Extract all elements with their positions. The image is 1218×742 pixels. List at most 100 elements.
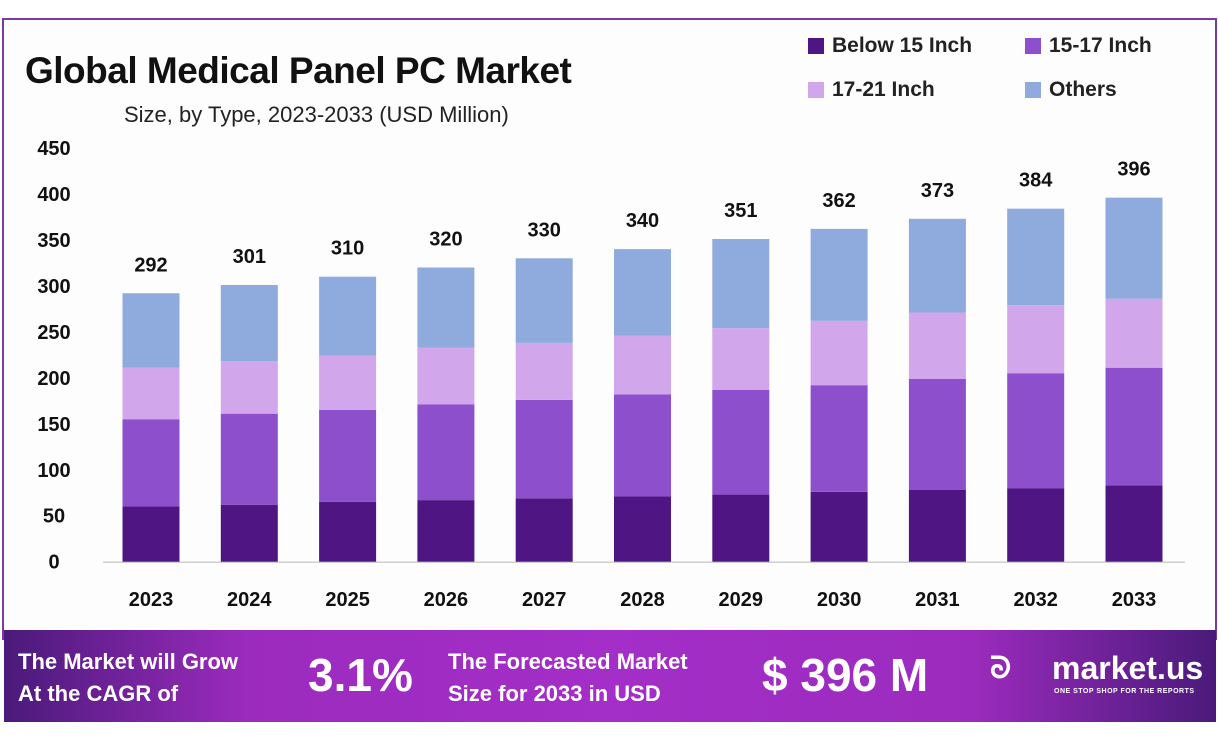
- total-data-label: 373: [921, 180, 954, 202]
- bar-segment-others: [614, 249, 671, 336]
- bar-segment-others: [220, 284, 278, 362]
- bar-segment-17-21-inch: [122, 367, 180, 420]
- y-tick-label: 350: [37, 230, 70, 252]
- bar-segment-below-15-inch: [1007, 488, 1065, 562]
- x-tick-label: 2029: [719, 589, 764, 611]
- total-data-label: 330: [528, 219, 561, 241]
- total-data-label: 320: [429, 229, 462, 251]
- cagr-value: 3.1%: [308, 649, 413, 701]
- cagr-label-line2: At the CAGR of: [18, 681, 179, 706]
- legend-item-others: Others: [1025, 78, 1117, 102]
- bar-segment-15-17-inch: [1007, 373, 1065, 489]
- bar-segment-17-21-inch: [220, 361, 278, 414]
- bar-segment-15-17-inch: [515, 399, 573, 499]
- y-tick-label: 150: [37, 414, 70, 436]
- bar-segment-others: [712, 239, 770, 329]
- bar-segment-15-17-inch: [417, 404, 475, 501]
- logo-name: market.us: [1052, 650, 1204, 686]
- bar-segment-15-17-inch: [712, 389, 770, 495]
- cagr-label-line1: The Market will Grow: [18, 649, 239, 674]
- bar-segment-15-17-inch: [220, 413, 278, 505]
- bar-segment-others: [1007, 208, 1065, 306]
- bar-segment-15-17-inch: [810, 385, 868, 492]
- bar-segment-below-15-inch: [908, 489, 966, 562]
- bar-segment-15-17-inch: [319, 410, 377, 502]
- x-tick-label: 2023: [129, 589, 174, 611]
- x-tick-label: 2025: [325, 589, 370, 611]
- chart-title: Global Medical Panel PC Market: [25, 50, 572, 91]
- bar-segment-17-21-inch: [810, 320, 868, 386]
- x-tick-label: 2032: [1013, 589, 1058, 611]
- legend-swatch: [1025, 82, 1041, 98]
- bar-segment-17-21-inch: [417, 347, 475, 405]
- total-data-label: 396: [1117, 159, 1150, 181]
- bar-segment-17-21-inch: [319, 355, 377, 411]
- bar-segment-17-21-inch: [1007, 305, 1065, 374]
- x-tick-label: 2033: [1112, 589, 1157, 611]
- bar-segment-17-21-inch: [908, 312, 966, 379]
- y-tick-label: 50: [43, 506, 65, 528]
- bar-segment-others: [515, 258, 573, 343]
- legend-label: Below 15 Inch: [832, 34, 973, 57]
- bar-segment-15-17-inch: [1105, 367, 1163, 486]
- x-tick-label: 2028: [620, 589, 665, 611]
- cagr-label: The Market will Grow At the CAGR of: [18, 646, 238, 710]
- bar-segment-others: [417, 267, 475, 348]
- legend-item-below-15: Below 15 Inch: [808, 34, 972, 58]
- legend-label: 15-17 Inch: [1049, 34, 1152, 57]
- bar-segment-below-15-inch: [417, 500, 475, 562]
- bar-segment-15-17-inch: [122, 419, 180, 507]
- x-tick-label: 2027: [522, 589, 567, 611]
- y-tick-label: 450: [37, 138, 70, 160]
- bar-segment-below-15-inch: [810, 491, 868, 562]
- forecast-label: The Forecasted Market Size for 2033 in US…: [448, 646, 688, 710]
- x-tick-label: 2026: [424, 589, 469, 611]
- chart-subtitle: Size, by Type, 2023-2033 (USD Million): [124, 102, 509, 127]
- legend-item-17-21: 17-21 Inch: [808, 78, 935, 102]
- forecast-value: $ 396 M: [762, 649, 929, 701]
- bar-segment-below-15-inch: [1105, 485, 1163, 562]
- bar-segment-others: [319, 276, 377, 356]
- legend-label: Others: [1049, 78, 1117, 101]
- forecast-label-line1: The Forecasted Market: [448, 649, 688, 674]
- bar-segment-below-15-inch: [122, 506, 180, 562]
- total-data-label: 384: [1019, 170, 1053, 192]
- legend-swatch: [808, 82, 824, 98]
- bar-segment-17-21-inch: [614, 335, 671, 395]
- total-data-label: 301: [233, 246, 266, 268]
- bar-chart: 0 50 100 150 200 250 300 350 400 450 292 2023 301 202…: [37, 138, 1185, 611]
- legend-swatch: [1025, 38, 1041, 54]
- x-tick-label: 2031: [915, 589, 960, 611]
- legend-item-15-17: 15-17 Inch: [1025, 34, 1152, 58]
- bar-segment-17-21-inch: [712, 328, 770, 390]
- forecast-label-line2: Size for 2033 in USD: [448, 681, 661, 706]
- legend-label: 17-21 Inch: [832, 78, 935, 101]
- bar-segment-below-15-inch: [712, 494, 770, 562]
- total-data-label: 340: [626, 210, 659, 232]
- bar-segment-15-17-inch: [614, 394, 671, 497]
- bar-segment-below-15-inch: [614, 496, 671, 562]
- bar-segment-17-21-inch: [515, 342, 573, 400]
- bar-segment-below-15-inch: [220, 504, 278, 562]
- total-data-label: 362: [822, 190, 855, 212]
- total-data-label: 292: [134, 254, 167, 276]
- bar-segment-17-21-inch: [1105, 298, 1163, 368]
- bar-segment-15-17-inch: [908, 378, 966, 490]
- market-us-logo-icon: ᘐ: [990, 652, 1012, 685]
- bar-segment-below-15-inch: [515, 498, 573, 562]
- total-data-label: 310: [331, 238, 364, 260]
- bar-segment-others: [122, 293, 180, 368]
- y-tick-label: 400: [37, 184, 70, 206]
- x-tick-label: 2030: [817, 589, 862, 611]
- bar-segment-others: [1105, 197, 1163, 299]
- bar-segment-below-15-inch: [319, 501, 377, 562]
- y-tick-label: 0: [48, 552, 59, 574]
- y-tick-label: 100: [37, 460, 70, 482]
- legend-swatch: [808, 38, 824, 54]
- y-tick-label: 250: [37, 322, 70, 344]
- total-data-label: 351: [724, 200, 757, 222]
- y-tick-label: 300: [37, 276, 70, 298]
- y-tick-label: 200: [37, 368, 70, 390]
- footer-banner: The Market will Grow At the CAGR of 3.1% …: [4, 630, 1216, 722]
- bar-segment-others: [908, 218, 966, 313]
